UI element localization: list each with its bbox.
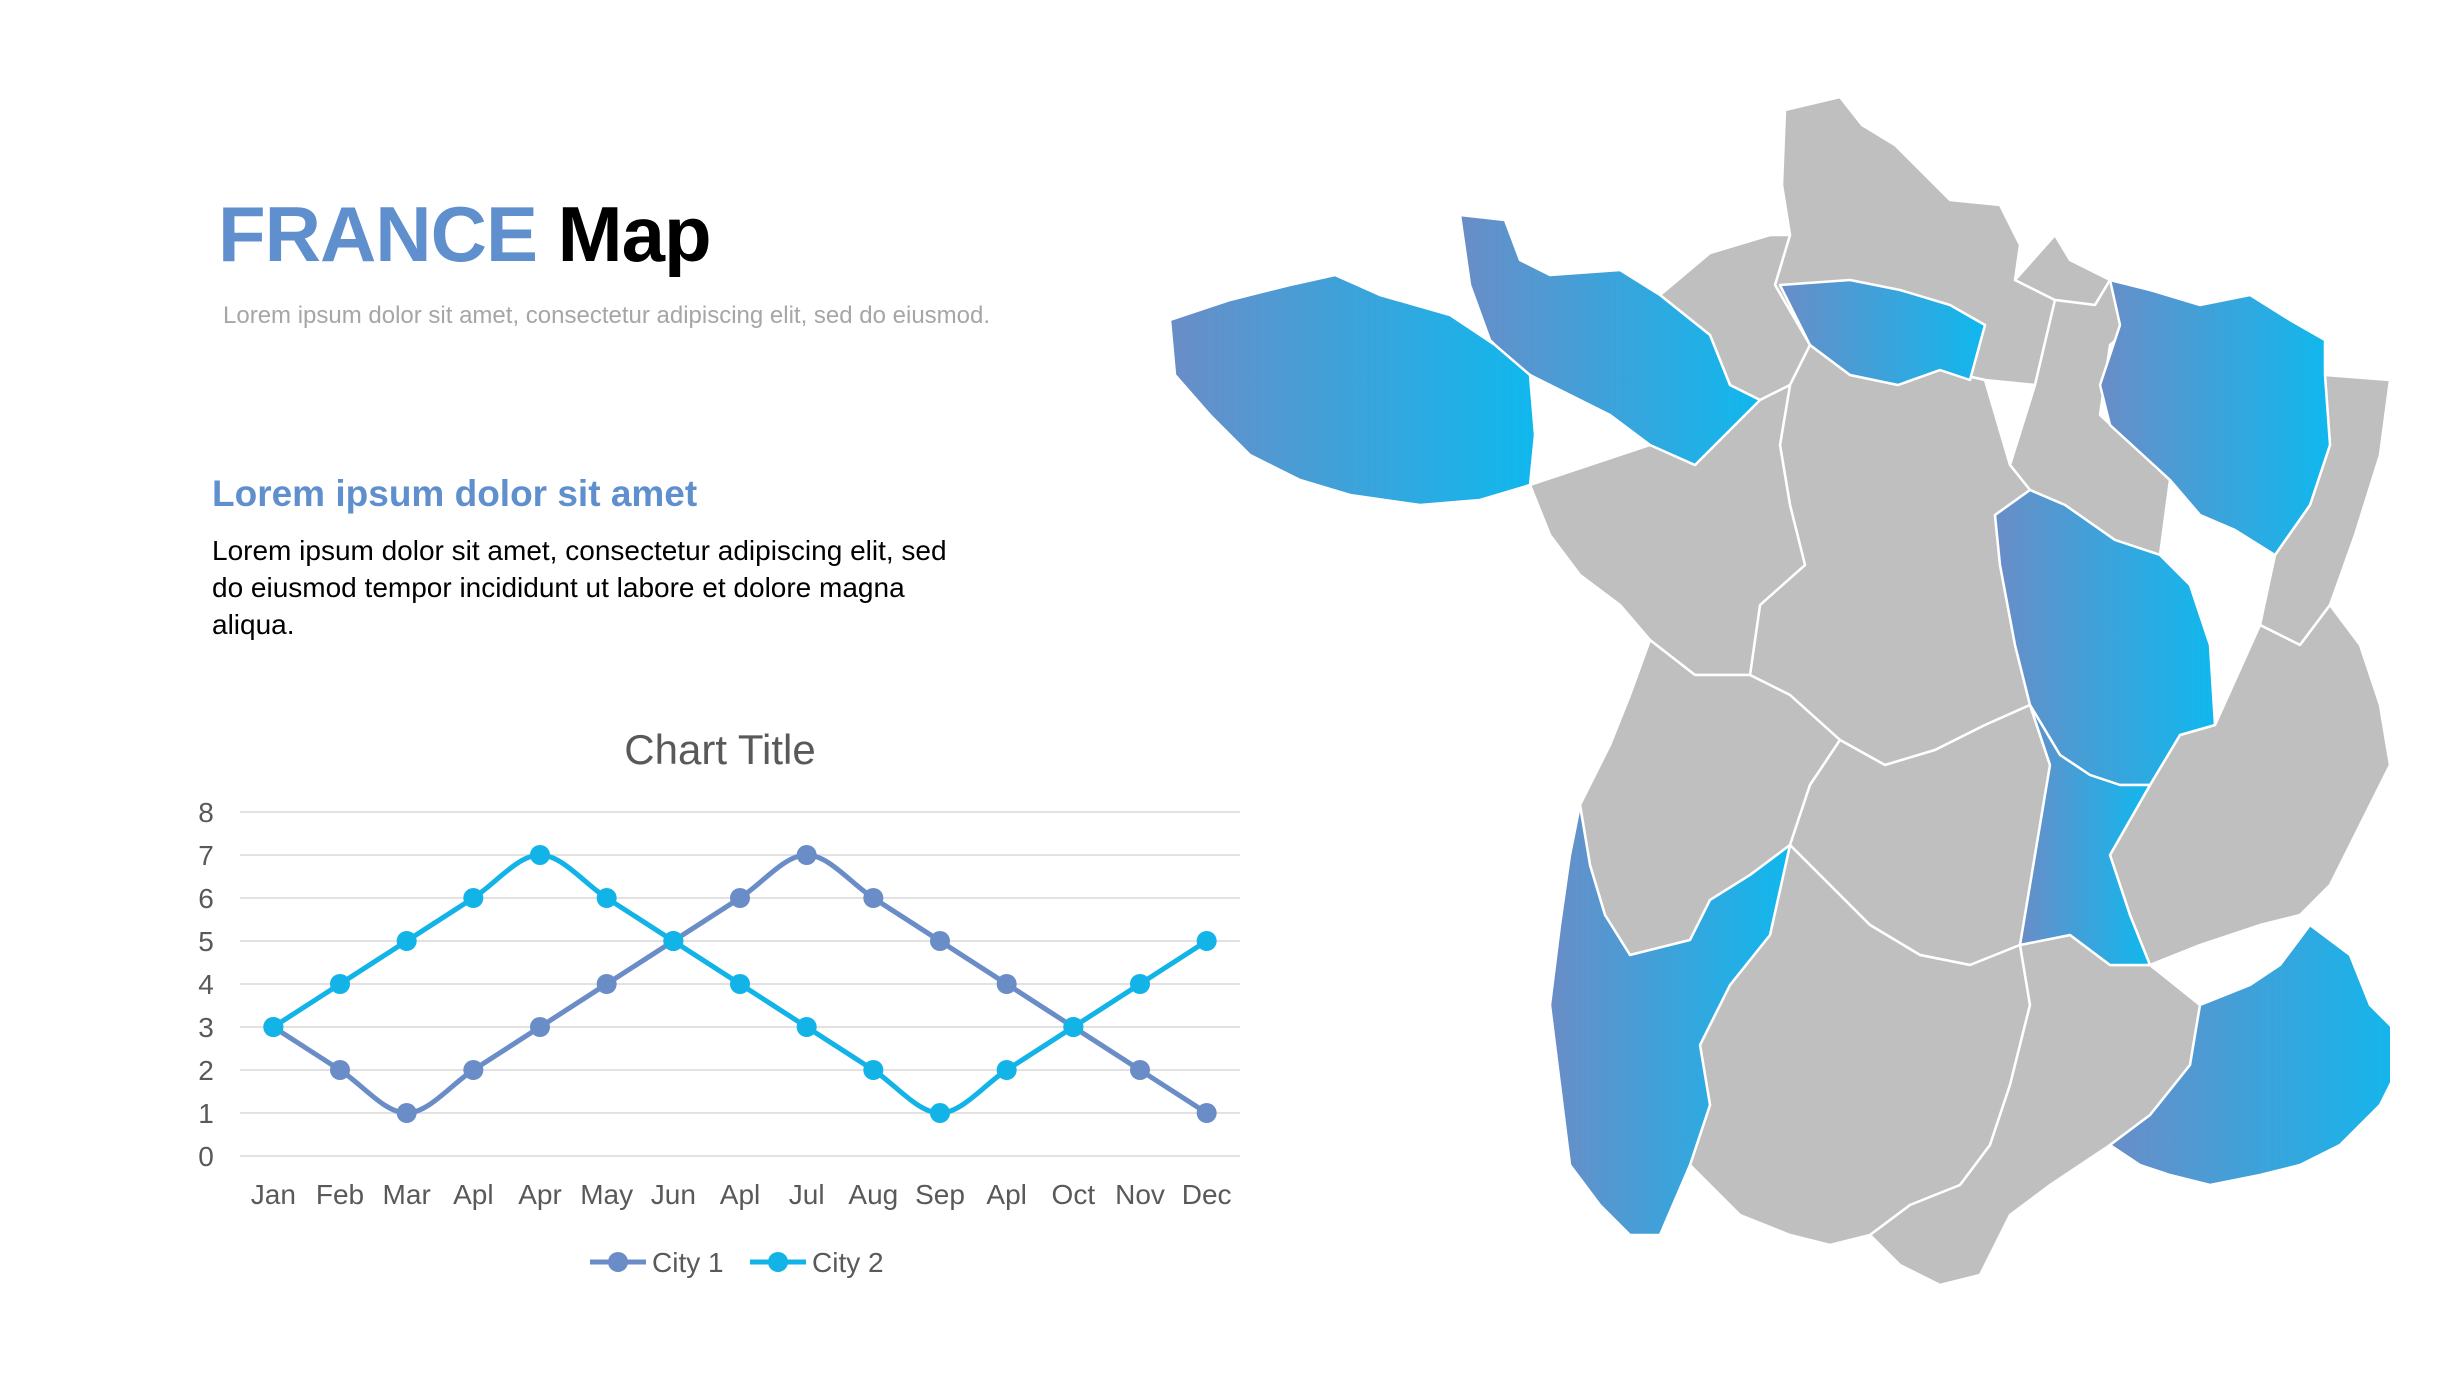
series-1-point (796, 845, 817, 865)
title-accent: FRANCE (218, 190, 538, 278)
series-2-point (463, 888, 484, 908)
series-2-point (730, 974, 750, 994)
x-tick-label: Apl (453, 1179, 493, 1210)
section-heading: Lorem ipsum dolor sit amet (212, 473, 698, 514)
y-tick-label: 5 (198, 926, 214, 957)
x-axis-labels: Jan Feb Mar Apl Apr May Jun Apl Jul Aug Sep Apl Oct N… (251, 1179, 1232, 1210)
series-1-point (996, 974, 1017, 994)
x-tick-label: May (580, 1179, 633, 1210)
region-bretagne (1168, 273, 1537, 507)
x-tick-label: Dec (1182, 1179, 1232, 1210)
series-2-point (663, 931, 684, 951)
x-tick-label: Apl (986, 1179, 1026, 1210)
region-provence-alpes-cote-dazur (2108, 923, 2390, 1187)
legend-label: City 2 (812, 1247, 884, 1278)
france-map (1168, 95, 2390, 1287)
series-1-point (330, 1060, 350, 1080)
y-tick-label: 6 (198, 883, 214, 914)
series-2-point (996, 1060, 1017, 1080)
series-2-point (396, 931, 417, 951)
series-2-point (1196, 931, 1217, 951)
region-grand-est (2098, 278, 2332, 557)
series-1-point (863, 888, 884, 908)
chart-legend: City 1 City 2 (590, 1247, 884, 1278)
series-2-point (796, 1017, 817, 1037)
title-rest: Map (557, 190, 712, 278)
series-1-point (530, 1017, 550, 1037)
chart-series (263, 845, 1217, 1123)
y-tick-label: 8 (198, 797, 214, 828)
legend-marker (608, 1252, 628, 1272)
series-2-point (530, 845, 550, 865)
y-axis-labels: 0 1 2 3 4 5 6 7 8 (198, 797, 214, 1172)
x-tick-label: Apl (720, 1179, 760, 1210)
legend-label: City 1 (652, 1247, 724, 1278)
y-tick-label: 7 (198, 840, 214, 871)
region-auvergne (2018, 703, 2152, 967)
series-1-point (930, 931, 950, 951)
series-1-point (730, 888, 750, 908)
series-1-point (596, 974, 617, 994)
section-body: Lorem ipsum dolor sit amet, consectetur … (212, 535, 947, 640)
series-2-point (1063, 1017, 1084, 1037)
region-nouvelle-aquitaine-west (1548, 803, 1792, 1237)
series-1-point (1196, 1103, 1217, 1123)
x-tick-label: Jul (789, 1179, 825, 1210)
series-2-point (930, 1103, 950, 1123)
x-tick-label: Jun (651, 1179, 696, 1210)
series-2-point (263, 1017, 284, 1037)
x-tick-label: Apr (518, 1179, 562, 1210)
region-ile-de-france (1778, 278, 1987, 387)
x-tick-label: Sep (915, 1179, 965, 1210)
y-tick-label: 0 (198, 1141, 214, 1172)
y-tick-label: 4 (198, 969, 214, 1000)
line-chart: Chart Title 0 1 2 3 4 5 6 7 8 Jan Feb Mar Apl Apr May… (198, 726, 1240, 1278)
slide-subtitle: Lorem ipsum dolor sit amet, consectetur … (223, 302, 991, 329)
series-2-point (1130, 974, 1150, 994)
x-tick-label: Mar (383, 1179, 431, 1210)
series-1-point (463, 1060, 484, 1080)
y-tick-label: 1 (198, 1098, 214, 1129)
y-tick-label: 2 (198, 1055, 214, 1086)
series-2-point (863, 1060, 884, 1080)
series-2-point (596, 888, 617, 908)
x-tick-label: Aug (848, 1179, 898, 1210)
x-tick-label: Feb (316, 1179, 364, 1210)
series-1-point (1130, 1060, 1150, 1080)
region-bourgogne (1993, 488, 2217, 787)
series-2-point (330, 974, 350, 994)
legend-marker (768, 1252, 788, 1272)
y-tick-label: 3 (198, 1012, 214, 1043)
x-tick-label: Oct (1052, 1179, 1096, 1210)
region-occitanie-east (1868, 933, 2202, 1287)
chart-title: Chart Title (624, 726, 815, 773)
slide-title: FRANCE Map (218, 195, 712, 273)
x-tick-label: Jan (251, 1179, 296, 1210)
series-1-point (396, 1103, 417, 1123)
x-tick-label: Nov (1115, 1179, 1165, 1210)
